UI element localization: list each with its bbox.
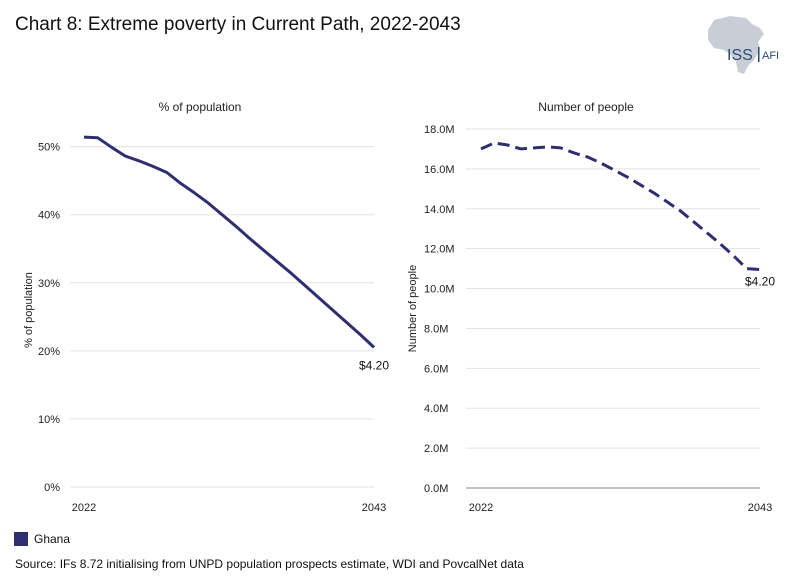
chart-title: Chart 8: Extreme poverty in Current Path… (15, 14, 461, 35)
legend: Ghana (14, 532, 70, 546)
y-tick-label: 20% (38, 346, 60, 358)
africa-map-icon (708, 16, 764, 74)
logo-sub-text: AFI (762, 50, 779, 62)
right-panel-title: Number of people (538, 100, 634, 114)
left-panel-title: % of population (158, 100, 242, 114)
source-note: Source: IFs 8.72 initialising from UNPD … (15, 557, 524, 571)
y-tick-label: 10% (38, 414, 60, 426)
logo-main-text: ISS (727, 47, 753, 64)
y-tick-label: 30% (38, 278, 60, 290)
x-tick-label: 2022 (72, 502, 96, 514)
iss-afi-logo: ISS AFI (700, 14, 782, 78)
x-tick-label: 2043 (362, 502, 386, 514)
y-tick-label: 50% (38, 142, 60, 154)
series-end-label: $4.20 (359, 358, 389, 372)
legend-label-ghana: Ghana (34, 532, 71, 546)
legend-swatch-ghana (14, 532, 28, 546)
y-tick-label: 0% (44, 482, 60, 494)
series-line-ghana (83, 135, 376, 349)
y-axis-title: % of population (23, 272, 35, 348)
y-tick-label: 40% (38, 210, 60, 222)
